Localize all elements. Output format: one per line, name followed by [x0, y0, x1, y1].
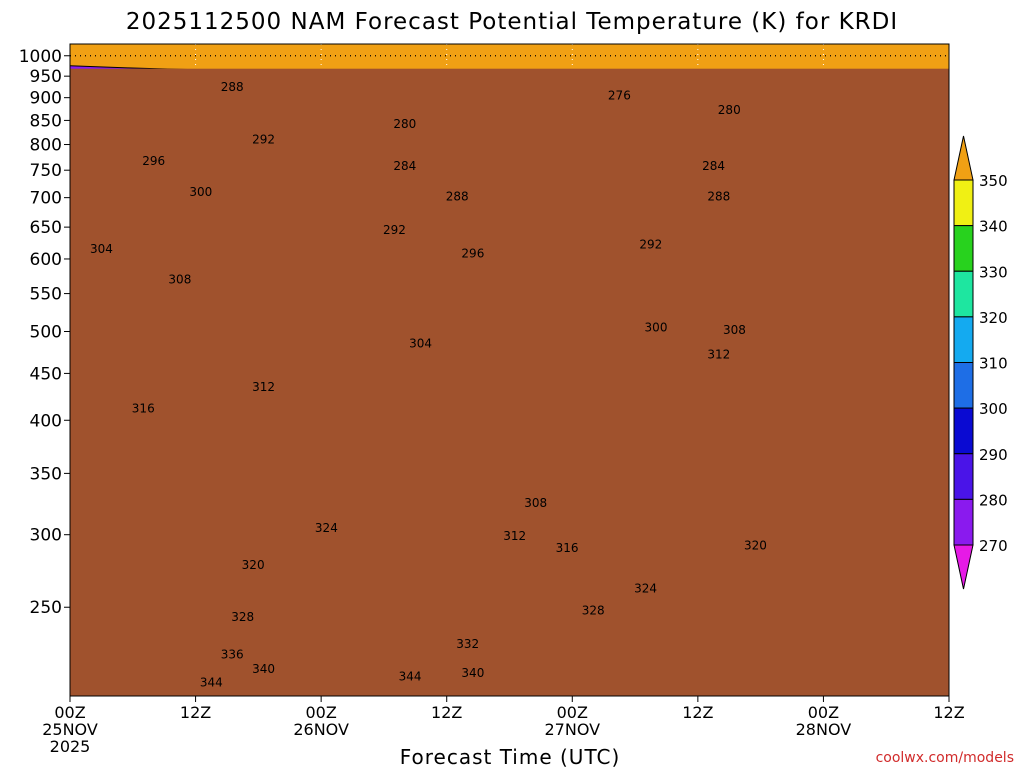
contour-label: 308	[168, 272, 191, 286]
x-tick-label: 12Z	[933, 703, 964, 722]
contour-label: 344	[200, 675, 223, 689]
colorbar-label: 350	[979, 172, 1008, 190]
y-tick-label: 800	[30, 136, 62, 156]
colorbar-label: 280	[979, 491, 1008, 509]
y-tick-label: 500	[30, 322, 62, 342]
y-tick-label: 700	[30, 189, 62, 209]
contour-label: 300	[189, 185, 212, 199]
y-tick-label: 850	[30, 111, 62, 131]
y-axis: 2503003504004505005506006507007508008509…	[19, 47, 70, 618]
contour-label: 296	[142, 154, 165, 168]
contour-label: 292	[252, 133, 275, 147]
contour-label: 288	[446, 190, 469, 204]
contour-label: 324	[315, 521, 338, 535]
x-tick-label: 27NOV	[544, 720, 600, 739]
colorbar-label: 310	[979, 355, 1008, 373]
contour-label: 304	[409, 337, 432, 351]
contour-label: 288	[221, 80, 244, 94]
contour-label: 312	[707, 347, 730, 361]
colorbar-swatch	[953, 362, 974, 409]
x-tick-label: 00Z	[305, 703, 336, 722]
contour-label: 284	[702, 159, 725, 173]
contour-label: 320	[744, 538, 767, 552]
colorbar-top-arrow	[953, 135, 974, 181]
contour-label: 340	[252, 662, 275, 676]
colorbar-label: 300	[979, 400, 1008, 418]
y-tick-label: 250	[30, 598, 62, 618]
colorbar-bottom-arrow	[953, 544, 974, 590]
chart-title: 2025112500 NAM Forecast Potential Temper…	[126, 9, 898, 35]
contour-label: 336	[221, 647, 244, 661]
contour-label: 296	[461, 247, 484, 261]
colorbar-swatch	[953, 498, 974, 546]
contour-label: 316	[132, 402, 155, 416]
colorbar-swatch	[953, 453, 974, 500]
plot-area: 344 340 336 328 320 324 344 340 332 328 324 316 312 3…	[70, 44, 949, 696]
contour-label: 340	[461, 666, 484, 680]
contour-labels: 344 340 336 328 320 324 344 340 332 328 324 316 312 3…	[90, 80, 767, 690]
colorbar-label: 270	[979, 537, 1008, 555]
contour-label: 280	[393, 117, 416, 131]
colorbar-label: 320	[979, 309, 1008, 327]
x-tick-label: 00Z	[808, 703, 839, 722]
terrain-mask	[70, 68, 949, 696]
colorbar-legend: 350 340 330 320 310 300 290 280 270	[953, 135, 1008, 590]
x-tick-label: 00Z	[54, 703, 85, 722]
colorbar-swatch	[953, 407, 974, 455]
x-axis-label: Forecast Time (UTC)	[400, 745, 621, 768]
x-tick-label: 12Z	[180, 703, 211, 722]
y-tick-label: 900	[30, 89, 62, 109]
y-tick-label: 450	[30, 364, 62, 384]
y-tick-label: 600	[30, 250, 62, 270]
contour-label: 344	[399, 670, 422, 684]
colorbar-swatch	[953, 225, 974, 272]
y-tick-label: 400	[30, 411, 62, 431]
contour-label: 304	[90, 242, 113, 256]
x-tick-label: 12Z	[682, 703, 713, 722]
contour-label: 308	[524, 496, 547, 510]
colorbar-label: 330	[979, 263, 1008, 281]
contour-label: 284	[393, 159, 416, 173]
contour-label: 292	[639, 238, 662, 252]
contour-label: 328	[231, 610, 254, 624]
y-tick-label: 350	[30, 464, 62, 484]
y-tick-label: 950	[30, 67, 62, 87]
contour-label: 316	[556, 541, 579, 555]
y-tick-label: 1000	[19, 47, 62, 67]
colorbar-label: 290	[979, 446, 1008, 464]
x-tick-label: 25NOV	[42, 720, 98, 739]
colorbar-swatch	[953, 270, 974, 318]
contour-label: 280	[718, 103, 741, 117]
y-tick-label: 650	[30, 218, 62, 238]
plot-frame	[69, 43, 950, 697]
x-tick-label: 12Z	[431, 703, 462, 722]
x-tick-label: 28NOV	[796, 720, 852, 739]
credit-text: coolwx.com/models	[876, 750, 1014, 766]
y-tick-label: 750	[30, 161, 62, 181]
colorbar-label: 340	[979, 218, 1008, 236]
contour-label: 328	[582, 603, 605, 617]
contour-label: 308	[723, 323, 746, 337]
y-tick-label: 550	[30, 285, 62, 305]
contour-label: 312	[503, 529, 526, 543]
contour-label: 292	[383, 223, 406, 237]
x-tick-label: 2025	[50, 737, 91, 756]
x-tick-label: 26NOV	[293, 720, 349, 739]
contour-label: 276	[608, 88, 631, 102]
colorbar-swatch	[953, 316, 974, 363]
x-tick-label: 00Z	[557, 703, 588, 722]
y-tick-label: 300	[30, 526, 62, 546]
contour-label: 312	[252, 380, 275, 394]
colorbar-swatch	[953, 179, 974, 227]
contour-label: 332	[456, 637, 479, 651]
contour-label: 300	[645, 321, 668, 335]
contour-label: 288	[707, 190, 730, 204]
contour-label: 324	[634, 582, 657, 596]
contour-label: 320	[242, 558, 265, 572]
